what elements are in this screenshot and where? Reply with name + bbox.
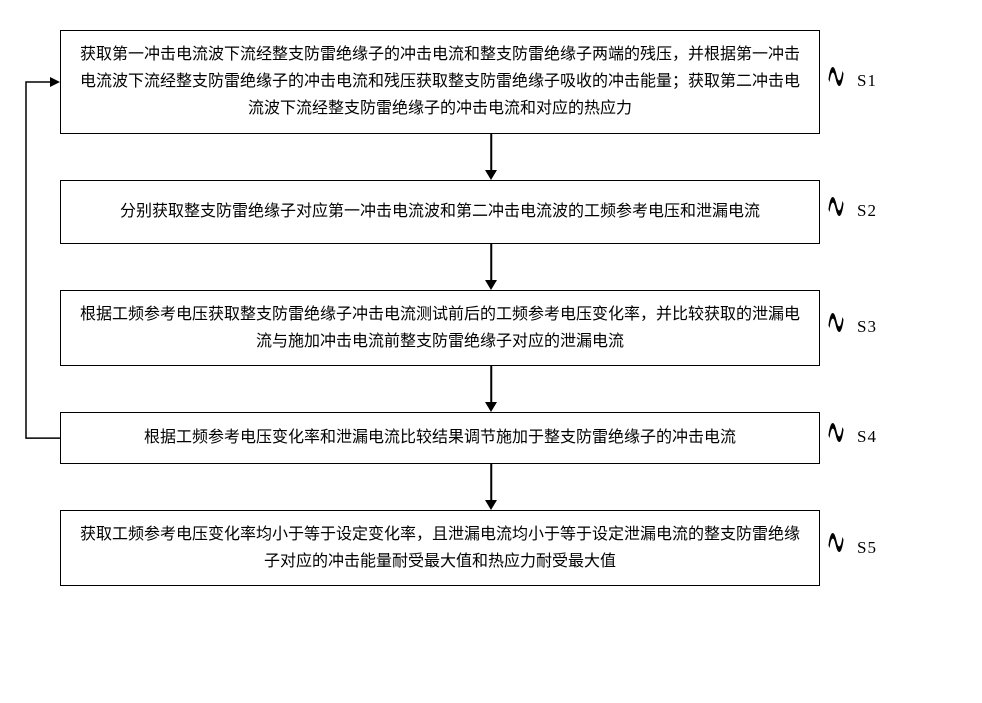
step-label: S5: [857, 534, 877, 563]
step-box-s4: 根据工频参考电压变化率和泄漏电流比较结果调节施加于整支防雷绝缘子的冲击电流 〜 …: [60, 412, 820, 464]
arrow-s1-s2: [111, 134, 871, 180]
step-row-s3: 根据工频参考电压获取整支防雷绝缘子冲击电流测试前后的工频参考电压变化率，并比较获…: [60, 290, 922, 366]
step-label-wrap: 〜 S3: [819, 313, 877, 343]
brace-icon: 〜: [828, 47, 845, 116]
step-label: S1: [857, 67, 877, 96]
brace-icon: 〜: [828, 403, 845, 472]
step-text: 根据工频参考电压获取整支防雷绝缘子冲击电流测试前后的工频参考电压变化率，并比较获…: [79, 301, 801, 355]
step-label-wrap: 〜 S1: [819, 67, 877, 97]
step-label-wrap: 〜 S5: [819, 533, 877, 563]
step-label-wrap: 〜 S4: [819, 423, 877, 453]
step-box-s3: 根据工频参考电压获取整支防雷绝缘子冲击电流测试前后的工频参考电压变化率，并比较获…: [60, 290, 820, 366]
step-label: S4: [857, 423, 877, 452]
step-row-s2: 分别获取整支防雷绝缘子对应第一冲击电流波和第二冲击电流波的工频参考电压和泄漏电流…: [60, 180, 922, 244]
step-box-s1: 获取第一冲击电流波下流经整支防雷绝缘子的冲击电流和整支防雷绝缘子两端的残压，并根…: [60, 30, 820, 134]
step-row-s1: 获取第一冲击电流波下流经整支防雷绝缘子的冲击电流和整支防雷绝缘子两端的残压，并根…: [60, 30, 922, 134]
step-label: S3: [857, 313, 877, 342]
step-row-s4: 根据工频参考电压变化率和泄漏电流比较结果调节施加于整支防雷绝缘子的冲击电流 〜 …: [60, 412, 922, 464]
step-box-s2: 分别获取整支防雷绝缘子对应第一冲击电流波和第二冲击电流波的工频参考电压和泄漏电流…: [60, 180, 820, 244]
step-label-wrap: 〜 S2: [819, 197, 877, 227]
arrow-s3-s4: [111, 366, 871, 412]
step-row-s5: 获取工频参考电压变化率均小于等于设定变化率，且泄漏电流均小于等于设定泄漏电流的整…: [60, 510, 922, 586]
step-text: 分别获取整支防雷绝缘子对应第一冲击电流波和第二冲击电流波的工频参考电压和泄漏电流: [120, 198, 760, 225]
brace-icon: 〜: [828, 514, 845, 583]
arrow-s4-s5: [111, 464, 871, 510]
flowchart-container: 获取第一冲击电流波下流经整支防雷绝缘子的冲击电流和整支防雷绝缘子两端的残压，并根…: [60, 30, 922, 586]
step-text: 获取工频参考电压变化率均小于等于设定变化率，且泄漏电流均小于等于设定泄漏电流的整…: [79, 521, 801, 575]
brace-icon: 〜: [828, 177, 845, 246]
feedback-arrow-s4-s1: [18, 76, 53, 444]
brace-icon: 〜: [828, 293, 845, 362]
step-label: S2: [857, 197, 877, 226]
step-text: 获取第一冲击电流波下流经整支防雷绝缘子的冲击电流和整支防雷绝缘子两端的残压，并根…: [79, 41, 801, 123]
arrow-s2-s3: [111, 244, 871, 290]
step-box-s5: 获取工频参考电压变化率均小于等于设定变化率，且泄漏电流均小于等于设定泄漏电流的整…: [60, 510, 820, 586]
step-text: 根据工频参考电压变化率和泄漏电流比较结果调节施加于整支防雷绝缘子的冲击电流: [144, 424, 736, 451]
